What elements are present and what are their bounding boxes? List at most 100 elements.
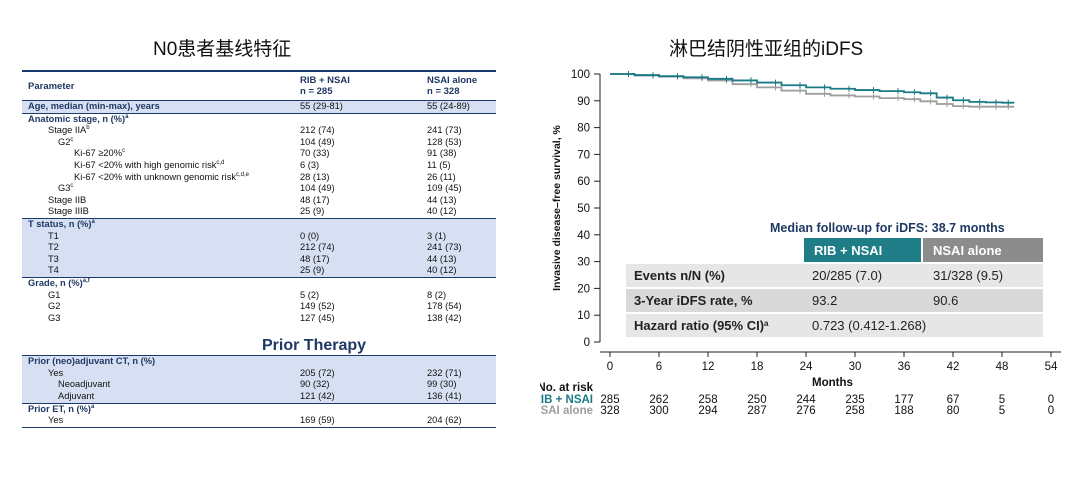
nsai-alone-value: 128 (53) (427, 136, 462, 147)
inset-row-bg (626, 264, 1043, 287)
table-row: G1 5 (2) 8 (2) (22, 290, 496, 302)
chart-series (610, 71, 1015, 110)
table-row: Stage IIIB 25 (9) 40 (12) (22, 206, 496, 218)
table-row: Grade, n (%)a,f (22, 276, 496, 290)
row-label: T4 (48, 265, 59, 276)
header-col2: NSAI alone (427, 75, 478, 86)
inset-header-rib: RIB + NSAI (814, 243, 882, 258)
table-header: Parameter RIB + NSAI n = 285 NSAI alone … (22, 72, 496, 101)
row-label: Stage IIIB (48, 206, 89, 217)
series-line-rib-nsai (610, 73, 1015, 104)
table-row: G3 127 (45) 138 (42) (22, 313, 496, 325)
nsai-alone-value: 241 (73) (427, 242, 462, 253)
nsai-alone-value: 138 (42) (427, 312, 462, 323)
y-tick-label: 60 (577, 176, 590, 188)
rib-nsai-value: 48 (17) (300, 253, 330, 264)
inset-rib-value: 93.2 (812, 293, 837, 308)
rib-nsai-value: 104 (49) (300, 183, 335, 194)
y-tick-label: 50 (577, 203, 590, 215)
table-row: Yes 169 (59) 204 (62) (22, 415, 496, 427)
footnote-marker: a (91, 403, 95, 410)
nsai-alone-value: 11 (5) (427, 159, 451, 170)
header-col1: RIB + NSAI (300, 75, 350, 86)
inset-row-bg (626, 314, 1043, 337)
x-tick-label: 42 (947, 361, 960, 373)
at-risk-value: 0 (1048, 405, 1054, 417)
rib-nsai-value: 0 (0) (300, 230, 320, 241)
nsai-alone-value: 241 (73) (427, 125, 462, 136)
row-label: Stage IIB (48, 194, 87, 205)
inset-rib-value: 20/285 (7.0) (812, 268, 882, 283)
prior-therapy-title: Prior Therapy (262, 337, 367, 355)
at-risk-row-label: RIB + NSAI (540, 394, 593, 406)
table-row: Yes 205 (72) 232 (71) (22, 367, 496, 380)
inset-nsai-value: 31/328 (9.5) (933, 268, 1003, 283)
table-gap (22, 324, 496, 335)
at-risk-value: 177 (894, 394, 913, 406)
footnote-marker: c (70, 183, 74, 190)
row-label: Anatomic stage, n (%)a (28, 113, 129, 124)
nsai-alone-value: 44 (13) (427, 253, 457, 264)
inset-header-nsai: NSAI alone (933, 243, 1002, 258)
table-row: G2 149 (52) 178 (54) (22, 301, 496, 313)
row-label: Adjuvant (58, 391, 95, 402)
inset-nsai-value: 90.6 (933, 293, 958, 308)
table-row: Adjuvant 121 (42) 136 (41) (22, 391, 496, 403)
row-label: T3 (48, 253, 59, 264)
table-row: Neoadjuvant 90 (32) 99 (30) (22, 379, 496, 392)
row-label: Grade, n (%)a,f (28, 277, 90, 288)
nsai-alone-value: 8 (2) (427, 289, 447, 300)
x-tick-label: 36 (898, 361, 911, 373)
at-risk-value: 258 (845, 405, 864, 417)
rib-nsai-value: 25 (9) (300, 265, 325, 276)
at-risk-value: 262 (649, 394, 668, 406)
footnote-marker: c (70, 136, 74, 143)
left-panel-title: N0患者基线特征 (153, 39, 292, 60)
table-bottom-rule (22, 426, 496, 429)
at-risk-value: 0 (1048, 394, 1054, 406)
rib-nsai-value: 212 (74) (300, 242, 335, 253)
nsai-alone-value: 109 (45) (427, 183, 462, 194)
row-label: G1 (48, 289, 61, 300)
row-label: Ki-67 ≥20%c (74, 148, 125, 159)
row-label: T2 (48, 242, 59, 253)
footnote-marker: c (122, 148, 125, 155)
table-row: T2 212 (74) 241 (73) (22, 242, 496, 254)
row-label: T1 (48, 230, 59, 241)
nsai-alone-value: 99 (30) (427, 379, 457, 390)
at-risk-value: 188 (894, 405, 913, 417)
nsai-alone-value: 26 (11) (427, 171, 456, 182)
y-tick-label: 0 (584, 337, 590, 349)
nsai-alone-value: 44 (13) (427, 194, 457, 205)
footnote-marker: a (91, 218, 95, 225)
table-row: Prior ET, n (%)a (22, 402, 496, 416)
at-risk-value: 328 (600, 405, 619, 417)
inset-row-label: 3-Year iDFS rate, % (634, 293, 753, 308)
right-panel-title: 淋巴结阴性亚组的iDFS (669, 39, 864, 60)
rib-nsai-value: 169 (59) (300, 415, 335, 426)
rib-nsai-value: 28 (13) (300, 171, 330, 182)
table-row: T status, n (%)a (22, 217, 496, 231)
x-tick-label: 30 (849, 361, 862, 373)
table-row: Age, median (min-max), years 55 (29-81) 55… (22, 101, 496, 113)
table-row: Prior (neo)adjuvant CT, n (%) (22, 356, 496, 368)
y-axis-label: Invasive disease–free survival, % (551, 124, 563, 290)
at-risk-value: 250 (747, 394, 766, 406)
rib-nsai-value: 149 (52) (300, 301, 335, 312)
footnote-marker: a (125, 113, 129, 120)
rib-nsai-value: 5 (2) (300, 289, 320, 300)
y-tick-label: 70 (577, 149, 590, 161)
nsai-alone-value: 40 (12) (427, 265, 457, 276)
at-risk-value: 287 (747, 405, 766, 417)
at-risk-value: 235 (845, 394, 864, 406)
header-col1-n: n = 285 (300, 86, 333, 97)
inset-rib-value: 0.723 (0.412-1.268) (812, 318, 926, 333)
at-risk-value: 294 (698, 405, 718, 417)
at-risk-value: 300 (649, 405, 668, 417)
at-risk-value: 5 (999, 394, 1005, 406)
y-tick-label: 20 (577, 283, 590, 295)
at-risk-row-label: NSAI alone (540, 405, 593, 417)
nsai-alone-value: 204 (62) (427, 415, 462, 426)
inset-header-rib-bg (804, 238, 921, 262)
